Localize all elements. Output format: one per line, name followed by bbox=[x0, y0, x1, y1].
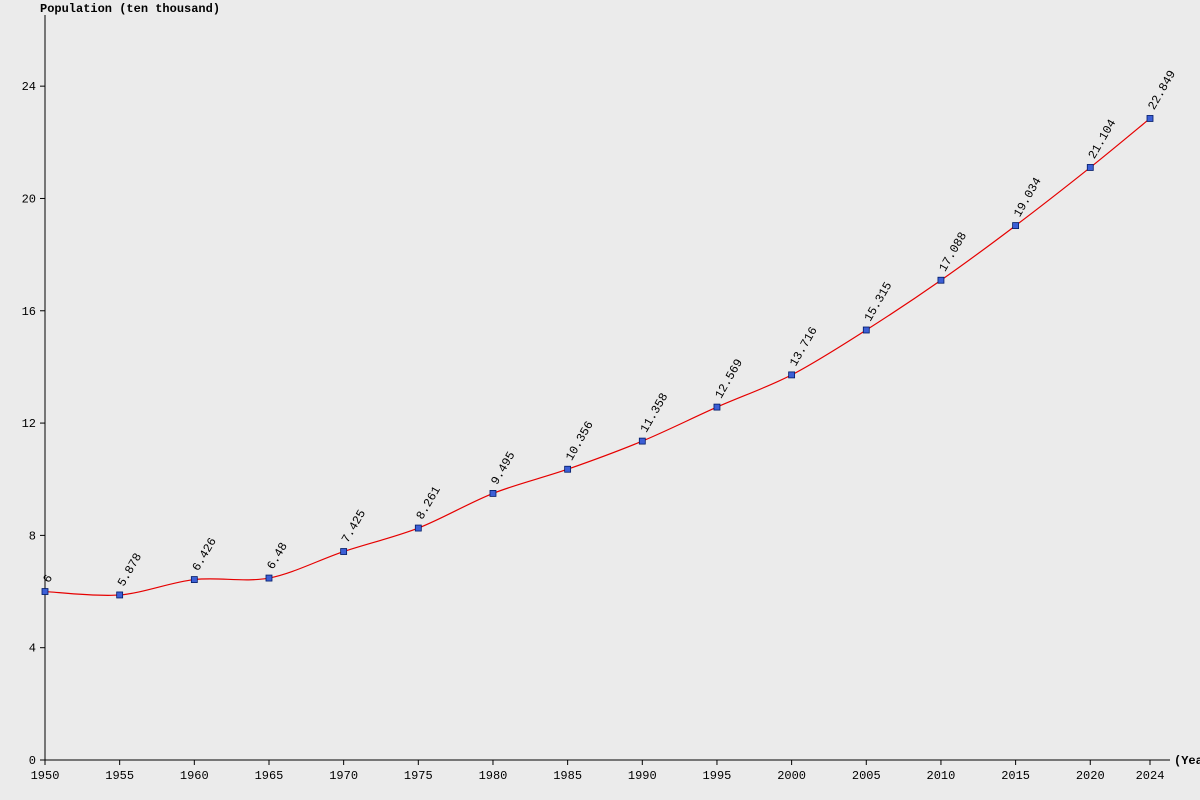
x-tick-label: 2010 bbox=[927, 769, 956, 783]
data-marker bbox=[1087, 164, 1093, 170]
y-tick-label: 4 bbox=[29, 642, 36, 656]
data-marker bbox=[1013, 223, 1019, 229]
x-tick-label: 1970 bbox=[329, 769, 358, 783]
x-tick-label: 1965 bbox=[255, 769, 284, 783]
data-marker bbox=[117, 592, 123, 598]
data-marker bbox=[415, 525, 421, 531]
y-tick-label: 12 bbox=[22, 417, 36, 431]
y-tick-label: 24 bbox=[22, 80, 36, 94]
x-tick-label: 1960 bbox=[180, 769, 209, 783]
data-marker bbox=[42, 589, 48, 595]
population-line-chart: 1950 1955 1960 1965 1970 1975 1980 1985 1990 1995… bbox=[0, 0, 1200, 800]
x-tick-label: 2015 bbox=[1001, 769, 1030, 783]
y-tick-label: 8 bbox=[29, 529, 36, 543]
x-tick-label: 2020 bbox=[1076, 769, 1105, 783]
y-tick-label: 16 bbox=[22, 305, 36, 319]
x-tick-label: 1980 bbox=[479, 769, 508, 783]
x-tick-label: 1995 bbox=[703, 769, 732, 783]
chart-svg: 1950 1955 1960 1965 1970 1975 1980 1985 1990 1995… bbox=[0, 0, 1200, 800]
x-tick-label: 2005 bbox=[852, 769, 881, 783]
data-marker bbox=[789, 372, 795, 378]
x-tick-label: 2000 bbox=[777, 769, 806, 783]
data-marker bbox=[1147, 115, 1153, 121]
x-tick-label: 1985 bbox=[553, 769, 582, 783]
data-marker bbox=[639, 438, 645, 444]
data-marker bbox=[565, 466, 571, 472]
x-tick-label: 1975 bbox=[404, 769, 433, 783]
x-tick-label: 1955 bbox=[105, 769, 134, 783]
x-axis-label: (Year) bbox=[1174, 754, 1200, 768]
data-marker bbox=[938, 277, 944, 283]
data-marker bbox=[490, 490, 496, 496]
data-marker bbox=[266, 575, 272, 581]
x-tick-label: 2024 bbox=[1136, 769, 1165, 783]
x-tick-label: 1950 bbox=[31, 769, 60, 783]
data-marker bbox=[714, 404, 720, 410]
y-axis-label: Population (ten thousand) bbox=[40, 2, 220, 16]
y-tick-label: 20 bbox=[22, 192, 36, 206]
data-marker bbox=[341, 549, 347, 555]
data-marker bbox=[863, 327, 869, 333]
x-tick-label: 1990 bbox=[628, 769, 657, 783]
y-tick-label: 0 bbox=[29, 754, 36, 768]
data-marker bbox=[191, 577, 197, 583]
